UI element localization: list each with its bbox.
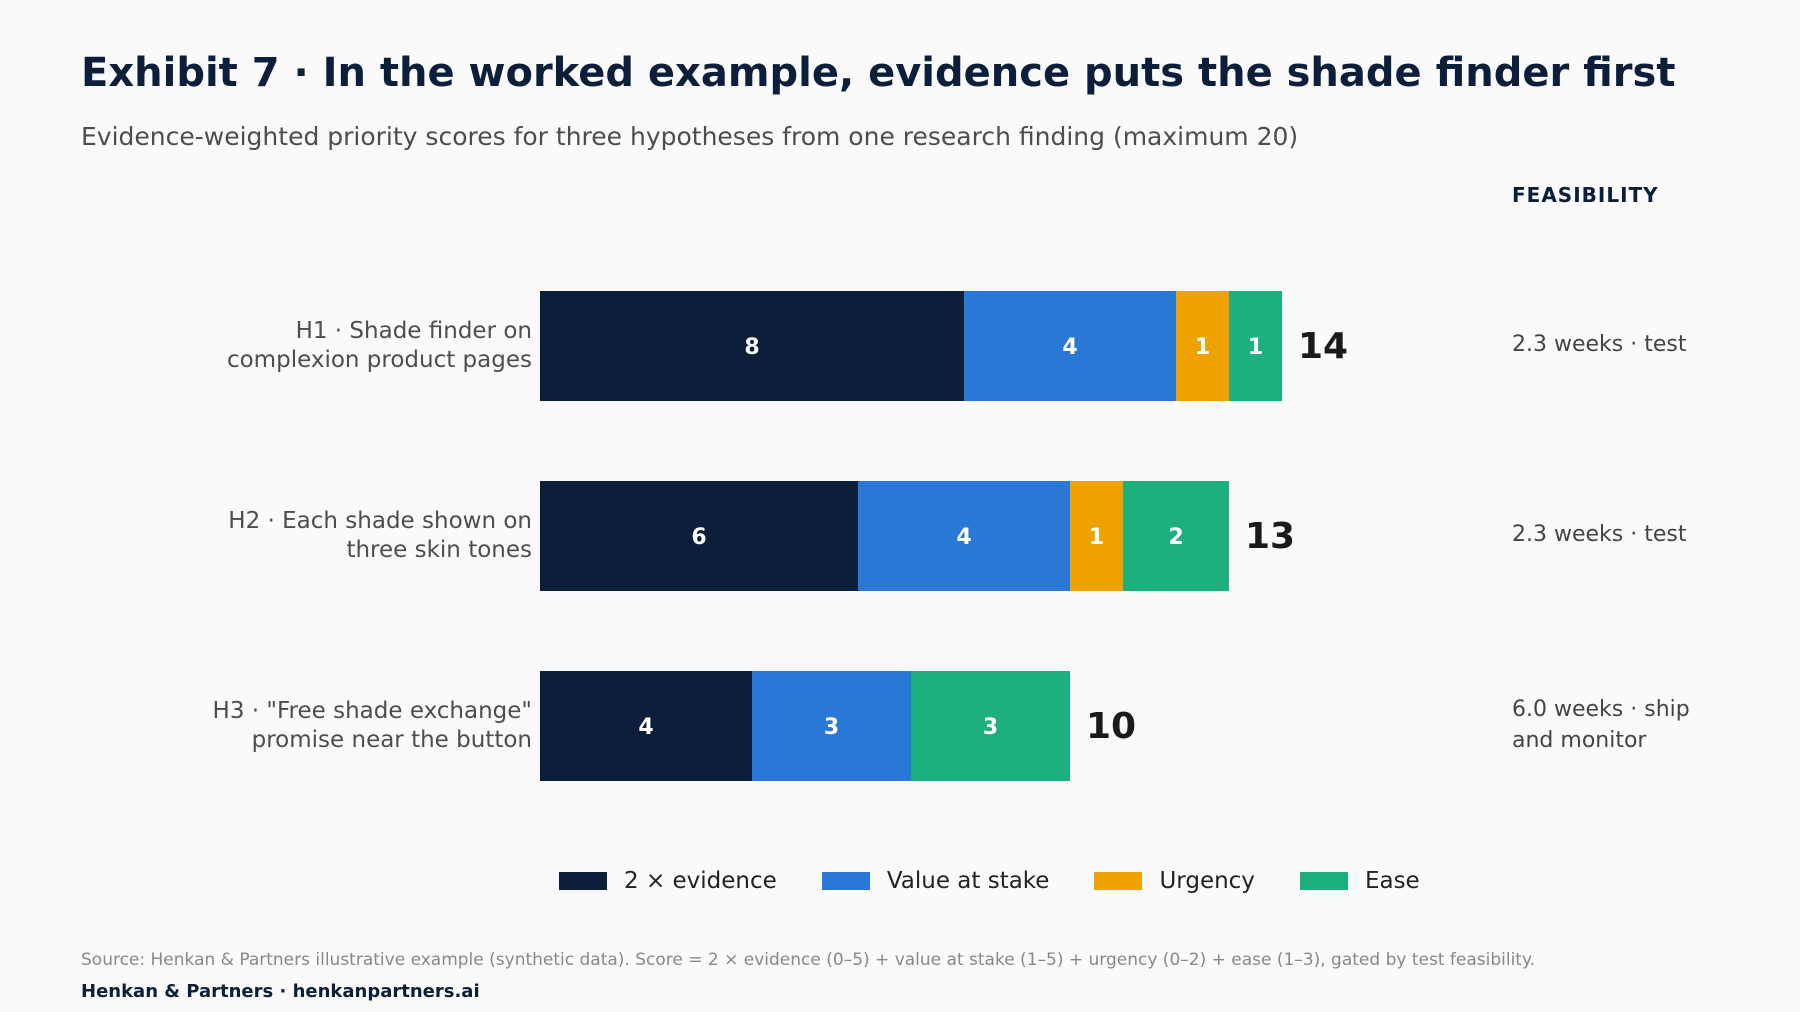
segment-value-label: 2: [1168, 525, 1183, 550]
bar-segment: [1123, 481, 1229, 591]
feasibility-value: 6.0 weeks · ship and monitor: [1512, 697, 1690, 753]
feasibility-value: 2.3 weeks · test: [1512, 522, 1687, 547]
segment-value-label: 8: [744, 335, 759, 360]
brand-footer: Henkan & Partners · henkanpartners.ai: [81, 981, 480, 1002]
segment-value-label: 1: [1089, 525, 1104, 550]
source-note: Source: Henkan & Partners illustrative e…: [81, 950, 1535, 970]
chart-subtitle: Evidence-weighted priority scores for th…: [81, 122, 1299, 151]
legend-swatch: [1094, 872, 1143, 890]
category-label: H2 · Each shade shown on three skin tones: [112, 507, 532, 565]
bar-segment: [540, 481, 858, 591]
bar-segment: [752, 671, 911, 781]
bar-segment: [858, 481, 1070, 591]
segment-value-label: 3: [824, 715, 839, 740]
bar-segment: [540, 291, 964, 401]
legend-swatch: [821, 872, 870, 890]
bar-segment: [911, 671, 1070, 781]
feasibility-header: FEASIBILITY: [1512, 183, 1659, 207]
total-score-label: 10: [1086, 706, 1136, 747]
bar-segment: [964, 291, 1176, 401]
legend-item: Urgency: [1094, 868, 1255, 894]
category-label-line: H2 · Each shade shown on: [228, 508, 532, 534]
category-label-line: H3 · "Free shade exchange": [212, 698, 532, 724]
legend-swatch: [1299, 872, 1348, 890]
legend-swatch: [559, 872, 607, 890]
legend-label: Ease: [1364, 868, 1420, 894]
category-label-line: complexion product pages: [226, 347, 532, 373]
feasibility-value: 2.3 weeks · test: [1512, 332, 1687, 357]
category-label: H1 · Shade finder on complexion product p…: [112, 317, 532, 375]
segment-value-label: 3: [983, 715, 998, 740]
segment-value-label: 4: [1062, 335, 1077, 360]
legend-label: Urgency: [1159, 868, 1255, 894]
legend-item: Value at stake: [821, 868, 1050, 894]
bar-segment: [1229, 291, 1282, 401]
bar-segment: [540, 671, 752, 781]
legend-item: 2 × evidence: [559, 868, 777, 894]
category-label-line: three skin tones: [346, 537, 532, 563]
segment-value-label: 4: [956, 525, 971, 550]
segment-value-label: 6: [691, 525, 706, 550]
legend-label: Value at stake: [886, 868, 1050, 894]
legend-item: Ease: [1299, 868, 1420, 894]
category-label: H3 · "Free shade exchange" promise near t…: [112, 697, 532, 755]
total-score-label: 14: [1298, 326, 1348, 367]
legend-label: 2 × evidence: [624, 868, 777, 894]
category-label-line: promise near the button: [251, 727, 532, 753]
segment-value-label: 1: [1248, 335, 1263, 360]
legend: 2 × evidence Value at stake Urgency Ease: [559, 868, 1465, 894]
segment-value-label: 4: [638, 715, 653, 740]
chart-title: Exhibit 7 · In the worked example, evide…: [81, 50, 1676, 96]
bar-segment: [1176, 291, 1229, 401]
bar-segment: [1070, 481, 1123, 591]
category-label-line: H1 · Shade finder on: [295, 318, 532, 344]
segment-value-label: 1: [1195, 335, 1210, 360]
total-score-label: 13: [1245, 516, 1295, 557]
